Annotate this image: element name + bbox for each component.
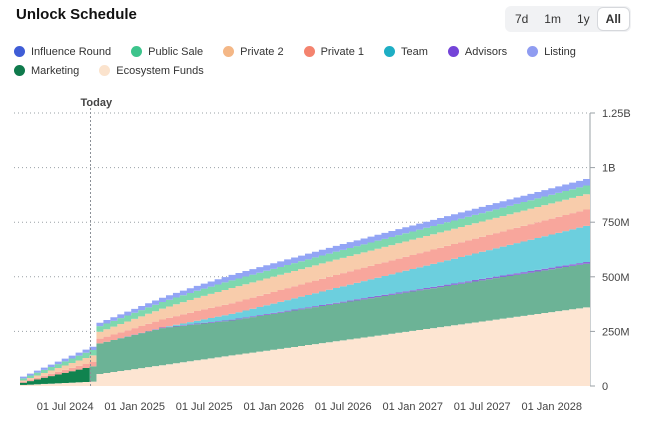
legend-label: Public Sale (148, 45, 204, 58)
legend-item[interactable]: Ecosystem Funds (99, 63, 204, 78)
legend-dot-icon (223, 46, 235, 57)
x-tick-label: 01 Jan 2027 (382, 401, 443, 413)
time-range-selector: 7d 1m 1y All (504, 6, 631, 32)
y-tick-label: 0 (602, 381, 608, 393)
legend-label: Private 1 (320, 45, 365, 58)
today-label: Today (81, 97, 113, 109)
chart-title: Unlock Schedule (16, 6, 137, 23)
series-band-public-sale[interactable] (20, 185, 590, 381)
x-tick-label: 01 Jul 2025 (176, 401, 233, 413)
y-tick-label: 250M (602, 326, 630, 338)
x-tick-label: 01 Jul 2026 (315, 401, 372, 413)
series-band-marketing-unlocked (20, 367, 90, 385)
legend-dot-icon (527, 46, 539, 57)
y-tick-label: 750M (602, 217, 630, 229)
series-band-team[interactable] (20, 225, 590, 383)
legend-item[interactable]: Marketing (14, 63, 79, 78)
range-1y-button[interactable]: 1y (569, 8, 598, 30)
legend-item[interactable]: Private 2 (223, 44, 284, 59)
range-7d-button[interactable]: 7d (507, 8, 536, 30)
legend-dot-icon (14, 46, 25, 57)
series-band-marketing[interactable] (20, 263, 590, 385)
x-tick-label: 01 Jan 2026 (243, 401, 304, 413)
legend-dot-icon (303, 46, 315, 57)
x-tick-label: 01 Jan 2025 (104, 401, 165, 413)
legend-dot-icon (131, 46, 143, 57)
y-tick-label: 1.25B (602, 108, 631, 120)
legend-dot-icon (384, 46, 396, 57)
chart-legend: Influence Round Public Sale Private 2 Priva… (14, 44, 614, 78)
legend-label: Ecosystem Funds (116, 64, 204, 77)
legend-item[interactable]: Team (384, 44, 428, 59)
legend-label: Team (401, 45, 428, 58)
legend-label: Influence Round (31, 45, 112, 58)
series-band-ecosystem-funds[interactable] (20, 307, 590, 386)
legend-item[interactable]: Private 1 (303, 44, 365, 59)
legend-label: Listing (544, 45, 576, 58)
y-tick-label: 1B (602, 163, 615, 175)
legend-label: Advisors (464, 45, 508, 58)
range-1m-button[interactable]: 1m (536, 8, 569, 30)
legend-item[interactable]: Public Sale (131, 44, 203, 59)
x-tick-label: 01 Jul 2027 (454, 401, 511, 413)
y-tick-label: 500M (602, 272, 630, 284)
series-band-private-1[interactable] (20, 209, 590, 383)
x-tick-label: 01 Jul 2024 (37, 401, 94, 413)
legend-label: Private 2 (240, 45, 284, 58)
series-band-influence-round[interactable] (20, 178, 590, 379)
legend-dot-icon (99, 65, 111, 76)
legend-item[interactable]: Influence Round (14, 44, 111, 59)
legend-dot-icon (447, 46, 459, 57)
legend-label: Marketing (31, 64, 80, 77)
legend-dot-icon (14, 65, 25, 76)
x-tick-label: 01 Jan 2028 (521, 401, 582, 413)
series-band-private-2[interactable] (20, 194, 590, 382)
range-all-button[interactable]: All (597, 8, 629, 30)
legend-item[interactable]: Listing (527, 44, 576, 59)
legend-item[interactable]: Advisors (447, 44, 508, 59)
